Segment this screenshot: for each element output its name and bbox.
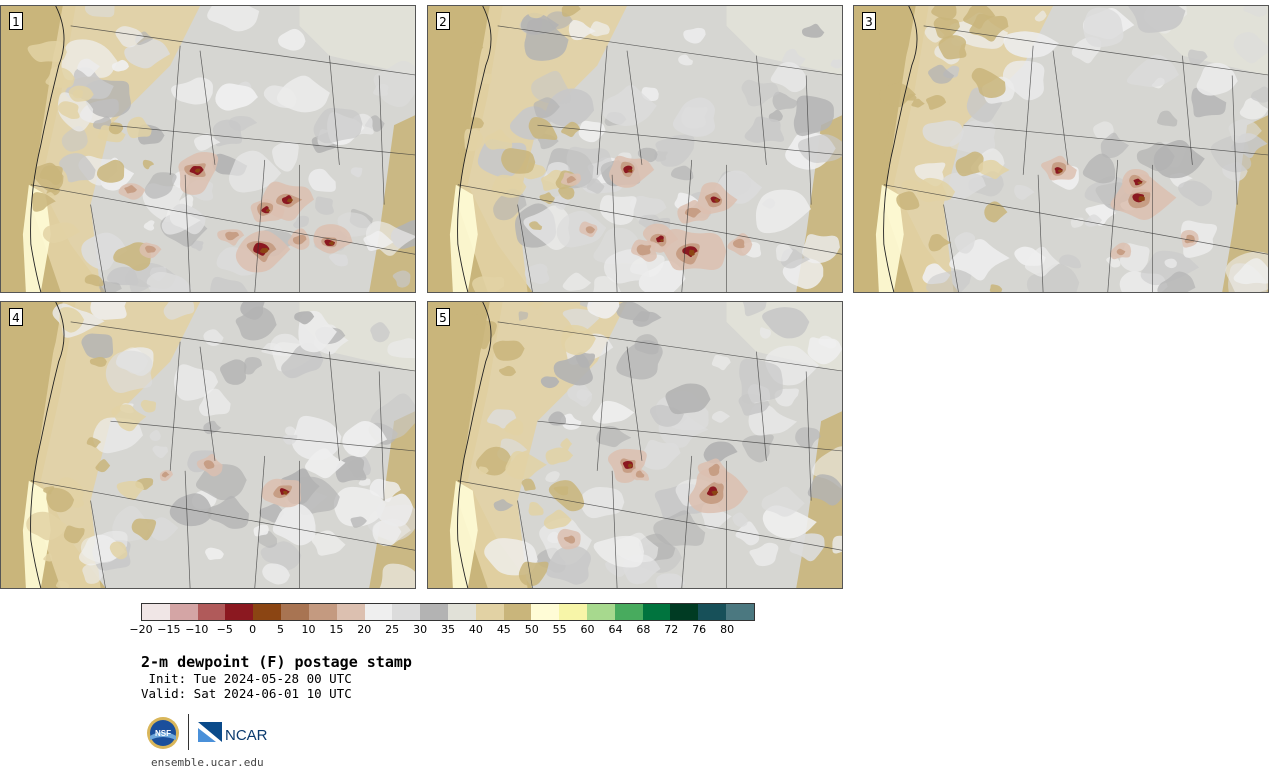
dewpoint-map [854,6,1268,292]
colorbar-tick-label: 15 [329,623,344,636]
colorbar-tick-label: 30 [413,623,428,636]
colorbar-tick-label: 0 [249,623,257,636]
map-panel-1: 1 [0,5,416,293]
panel-number: 1 [9,12,23,30]
colorbar-swatch [614,604,643,620]
colorbar-swatch [670,604,699,620]
colorbar-swatch [587,604,615,620]
panel-number: 2 [436,12,450,30]
colorbar-tick-label: 35 [441,623,455,636]
site-url: ensemble.ucar.edu [151,756,264,769]
colorbar-tick-label: 60 [580,623,595,636]
colorbar-tick-label: 64 [608,623,623,636]
colorbar-tick-label: 45 [496,623,511,636]
colorbar-swatch [420,604,448,620]
logo-divider [188,714,189,750]
colorbar-swatch [308,604,337,620]
panel-number: 5 [436,308,450,326]
colorbar-tick-label: −10 [185,623,209,636]
colorbar-tick-label: −5 [216,623,233,636]
map-panel-2: 2 [427,5,843,293]
colorbar-swatch [253,604,282,620]
colorbar-tick-label: 68 [636,623,651,636]
colorbar-tick-label: 50 [524,623,539,636]
colorbar-swatch [364,604,393,620]
colorbar-swatch [336,604,365,620]
colorbar-swatch [392,604,421,620]
logos: NSF NCAR [146,714,276,752]
dewpoint-map [1,302,415,588]
colorbar-swatch [531,604,560,620]
dewpoint-map [1,6,415,292]
colorbar-tick-label: 55 [552,623,567,636]
init-time: Init: Tue 2024-05-28 00 UTC [141,671,352,686]
colorbar-tick-label: −15 [157,623,181,636]
nsf-logo-text: NSF [155,729,171,738]
colorbar-tick-label: 80 [720,623,735,636]
colorbar-swatch [447,604,476,620]
colorbar-swatch [698,604,727,620]
valid-time: Valid: Sat 2024-06-01 10 UTC [141,686,352,701]
colorbar-tick-label: 10 [301,623,316,636]
panel-number: 3 [862,12,876,30]
colorbar-swatch [225,604,254,620]
plot-title: 2-m dewpoint (F) postage stamp [141,653,412,671]
colorbar-swatch [197,604,226,620]
colorbar-swatch [142,604,170,620]
colorbar-tick-label: 40 [468,623,483,636]
panel-number: 4 [9,308,23,326]
nsf-logo: NSF [147,717,179,749]
colorbar-tick-label: 76 [692,623,707,636]
colorbar-swatch [642,604,671,620]
colorbar-tick-label: −20 [129,623,153,636]
colorbar-ticks: −20 −15 −10 −5 0 5 10 15 20 25 30 35 40 45 50 55 60 64 68 7… [129,623,755,639]
map-panel-3: 3 [853,5,1269,293]
colorbar-swatch [726,604,754,620]
colorbar [141,603,755,621]
colorbar-tick-label: 20 [357,623,372,636]
colorbar-tick-label: 72 [664,623,679,636]
colorbar-tick-label: 5 [277,623,285,636]
dewpoint-map [428,6,842,292]
colorbar-swatch [169,604,198,620]
dewpoint-map [428,302,842,588]
colorbar-swatch [475,604,504,620]
colorbar-tick-label: 25 [385,623,400,636]
colorbar-swatch [281,604,309,620]
ncar-logo: NCAR [198,722,268,744]
ncar-logo-text: NCAR [225,727,268,744]
map-panel-4: 4 [0,301,416,589]
colorbar-swatch [559,604,587,620]
colorbar-swatch [503,604,532,620]
map-panel-5: 5 [427,301,843,589]
